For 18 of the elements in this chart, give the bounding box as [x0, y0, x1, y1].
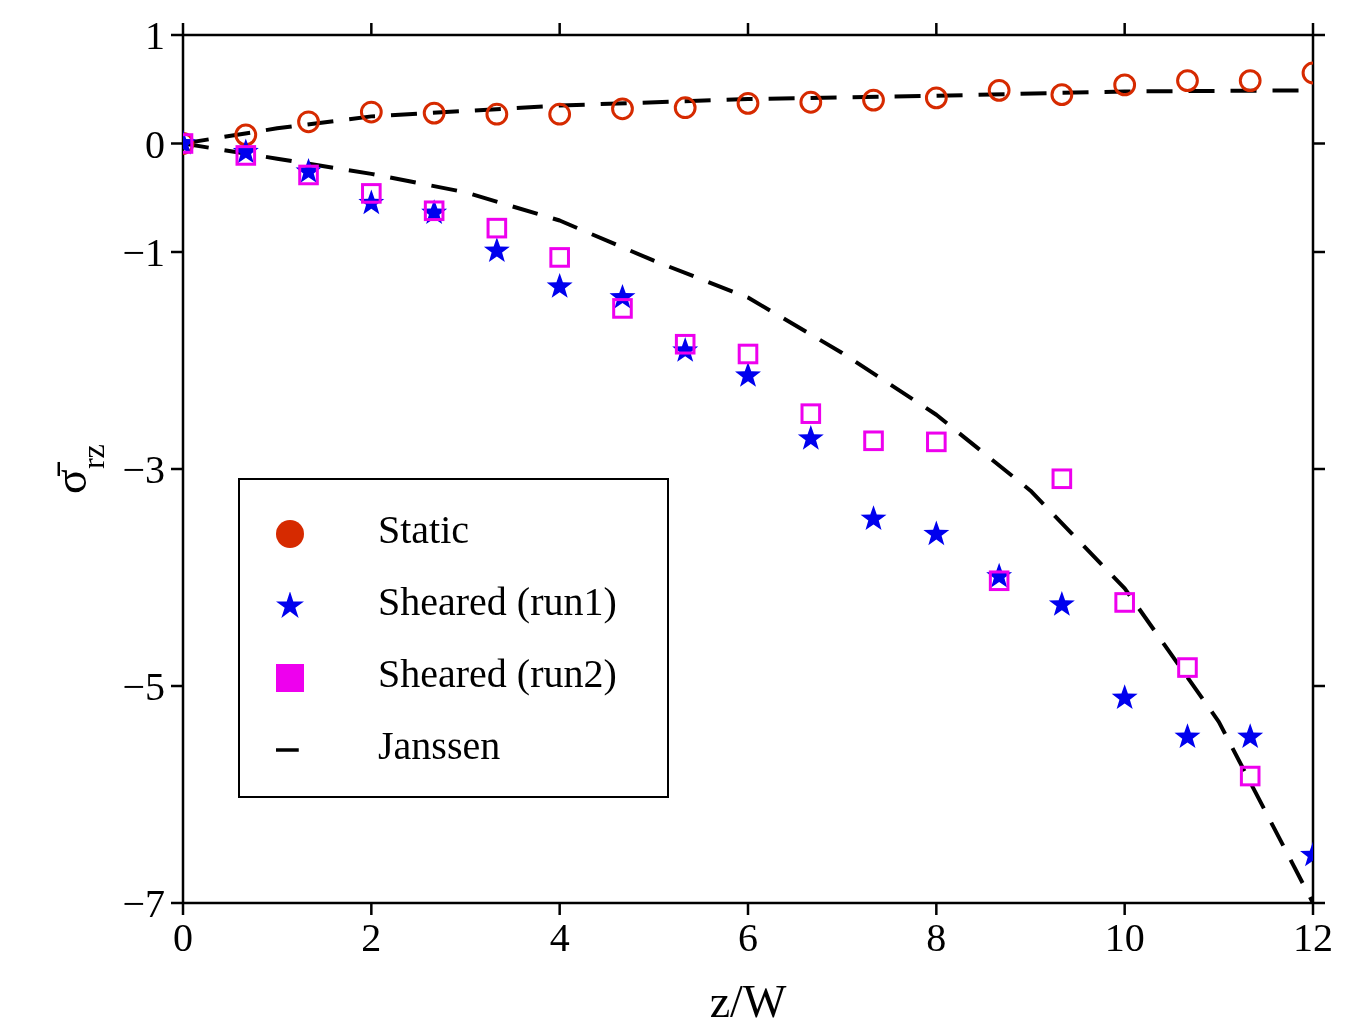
y-tick-label: 1 [145, 13, 165, 59]
legend-label: Static [378, 507, 470, 552]
x-tick-label: 8 [926, 915, 947, 961]
x-tick-label: 6 [738, 915, 758, 961]
x-tick-label: 0 [173, 915, 193, 961]
x-axis-title: z/W [709, 976, 787, 1027]
x-tick-label: 12 [1293, 915, 1333, 961]
legend-label: Sheared (run1) [378, 579, 617, 624]
x-tick-label: 2 [361, 915, 382, 961]
legend-label: Sheared (run2) [378, 651, 617, 696]
y-tick-label: −1 [122, 230, 165, 276]
y-tick-label: 0 [145, 121, 165, 167]
y-tick-label: −7 [122, 881, 165, 927]
y-tick-label: −5 [122, 664, 165, 710]
x-tick-label: 4 [549, 915, 570, 961]
legend-label: Janssen [378, 723, 501, 768]
x-tick-label: 10 [1104, 915, 1145, 961]
y-tick-label: −3 [122, 447, 165, 493]
